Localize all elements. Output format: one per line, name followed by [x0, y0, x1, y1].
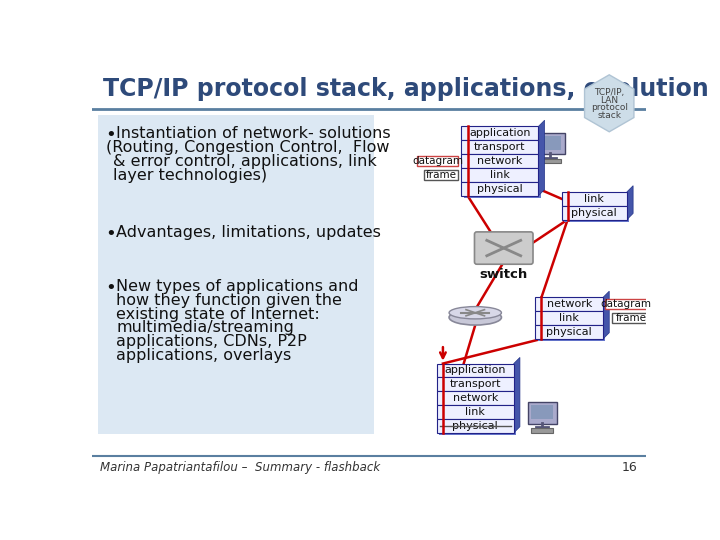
Text: network: network — [453, 393, 498, 403]
FancyBboxPatch shape — [528, 402, 557, 423]
FancyBboxPatch shape — [462, 154, 539, 168]
Text: network: network — [477, 156, 523, 166]
FancyBboxPatch shape — [464, 129, 541, 143]
FancyBboxPatch shape — [437, 405, 514, 419]
Text: physical: physical — [477, 184, 523, 194]
FancyBboxPatch shape — [564, 194, 629, 208]
FancyBboxPatch shape — [605, 299, 647, 309]
Text: •: • — [106, 225, 117, 243]
Text: Marina Papatriantafilou –  Summary - flashback: Marina Papatriantafilou – Summary - flas… — [99, 461, 379, 474]
FancyBboxPatch shape — [464, 184, 541, 198]
Text: transport: transport — [449, 379, 501, 389]
Text: physical: physical — [452, 421, 498, 431]
FancyBboxPatch shape — [562, 206, 627, 220]
Text: (Routing, Congestion Control,  Flow: (Routing, Congestion Control, Flow — [106, 140, 389, 156]
FancyBboxPatch shape — [538, 327, 606, 341]
Text: LAN: LAN — [600, 96, 618, 105]
Polygon shape — [603, 291, 609, 339]
Text: existing state of Internet:: existing state of Internet: — [117, 307, 320, 322]
FancyBboxPatch shape — [439, 394, 516, 408]
Polygon shape — [539, 120, 544, 195]
Polygon shape — [514, 357, 520, 433]
Text: transport: transport — [474, 142, 526, 152]
Text: •: • — [106, 279, 117, 297]
Text: physical: physical — [572, 208, 617, 218]
Text: link: link — [490, 170, 510, 180]
FancyBboxPatch shape — [535, 325, 603, 339]
Text: & error control, applications, link: & error control, applications, link — [113, 154, 377, 169]
Text: applications, CDNs, P2P: applications, CDNs, P2P — [117, 334, 307, 349]
Text: layer technologies): layer technologies) — [113, 168, 268, 183]
FancyBboxPatch shape — [531, 428, 553, 433]
Text: stack: stack — [598, 111, 621, 120]
Text: switch: switch — [480, 268, 528, 281]
FancyBboxPatch shape — [464, 157, 541, 170]
FancyBboxPatch shape — [437, 392, 514, 405]
Text: application: application — [469, 129, 531, 138]
FancyBboxPatch shape — [535, 311, 603, 325]
FancyBboxPatch shape — [437, 377, 514, 392]
FancyBboxPatch shape — [439, 408, 516, 421]
Text: frame: frame — [616, 313, 647, 323]
FancyBboxPatch shape — [562, 192, 627, 206]
FancyBboxPatch shape — [437, 363, 514, 377]
FancyBboxPatch shape — [531, 405, 553, 419]
FancyBboxPatch shape — [462, 126, 539, 140]
Text: physical: physical — [546, 327, 592, 337]
FancyBboxPatch shape — [439, 366, 516, 380]
FancyBboxPatch shape — [474, 232, 533, 264]
Text: protocol: protocol — [590, 104, 628, 112]
Text: datagram: datagram — [412, 156, 463, 166]
Text: link: link — [559, 313, 579, 323]
Text: TCP/IP,: TCP/IP, — [594, 88, 624, 97]
FancyBboxPatch shape — [464, 143, 541, 157]
Text: application: application — [444, 366, 506, 375]
FancyBboxPatch shape — [538, 314, 606, 327]
Text: New types of applications and: New types of applications and — [117, 279, 359, 294]
Ellipse shape — [449, 309, 501, 325]
Text: multimedia/streaming: multimedia/streaming — [117, 320, 294, 335]
FancyBboxPatch shape — [439, 380, 516, 394]
FancyBboxPatch shape — [439, 421, 516, 435]
Text: applications, overlays: applications, overlays — [117, 348, 292, 363]
Text: TCP/IP protocol stack, applications, evolution: TCP/IP protocol stack, applications, evo… — [102, 77, 708, 102]
FancyBboxPatch shape — [538, 300, 606, 314]
Polygon shape — [585, 75, 634, 132]
FancyBboxPatch shape — [612, 313, 651, 323]
Text: datagram: datagram — [600, 299, 652, 309]
Text: •: • — [106, 126, 117, 144]
FancyBboxPatch shape — [539, 136, 561, 150]
Text: frame: frame — [426, 170, 457, 179]
Text: Instantiation of network- solutions: Instantiation of network- solutions — [117, 126, 391, 141]
Text: how they function given the: how they function given the — [117, 293, 342, 308]
Text: network: network — [546, 299, 592, 309]
FancyBboxPatch shape — [437, 419, 514, 433]
FancyBboxPatch shape — [564, 208, 629, 222]
FancyBboxPatch shape — [462, 140, 539, 154]
FancyBboxPatch shape — [425, 170, 459, 179]
FancyBboxPatch shape — [535, 298, 603, 311]
Polygon shape — [627, 186, 633, 220]
Ellipse shape — [449, 307, 501, 319]
FancyBboxPatch shape — [535, 132, 564, 154]
FancyBboxPatch shape — [539, 159, 561, 164]
FancyBboxPatch shape — [417, 156, 459, 166]
Text: link: link — [465, 407, 485, 417]
FancyBboxPatch shape — [462, 182, 539, 195]
FancyBboxPatch shape — [464, 170, 541, 184]
FancyBboxPatch shape — [462, 168, 539, 182]
Text: 16: 16 — [621, 461, 637, 474]
Text: Advantages, limitations, updates: Advantages, limitations, updates — [117, 225, 382, 240]
FancyBboxPatch shape — [98, 115, 374, 434]
Text: link: link — [585, 194, 604, 204]
